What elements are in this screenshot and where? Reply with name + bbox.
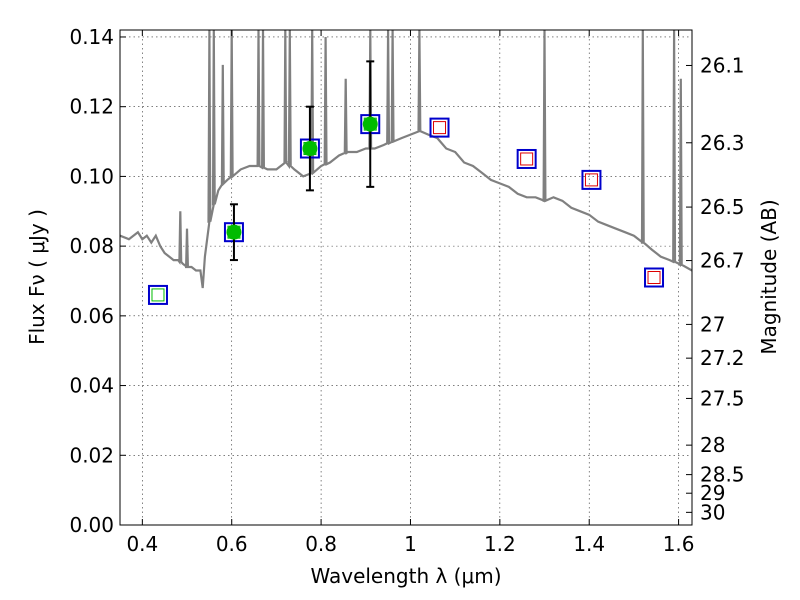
y-tick-label: 0.00	[69, 513, 114, 537]
mag-tick-label: 28.5	[700, 463, 745, 487]
x-tick-label: 1	[404, 532, 417, 556]
y-tick-label: 0.06	[69, 304, 114, 328]
model-box-outer	[644, 267, 665, 288]
mag-tick-label: 27.5	[700, 386, 745, 410]
x-tick-label: 1.6	[663, 532, 695, 556]
axis-ticks: 0.4 0.6 0.8 1 1.2 1.4 1.6 0.00 0.02 0.04 0.06 0.08 0…	[69, 25, 744, 556]
model-box-inner	[584, 173, 598, 187]
model-box-outer	[147, 284, 168, 305]
grid-lines	[120, 30, 692, 526]
x-axis-label: Wavelength λ (μm)	[310, 564, 501, 588]
model-box-inner	[433, 121, 447, 135]
x-tick-label: 1.2	[484, 532, 516, 556]
y-axis-label-right: Magnitude (AB)	[757, 199, 781, 354]
model-box-outer	[581, 169, 602, 190]
x-tick-label: 1.4	[573, 532, 605, 556]
y-tick-label: 0.12	[69, 95, 114, 119]
x-tick-label: 0.6	[216, 532, 248, 556]
spectrum-line	[120, 30, 692, 289]
y-axis-label: Flux Fν ( μJy )	[25, 209, 49, 345]
mag-tick-label: 26.1	[700, 53, 745, 77]
plot-frame	[119, 29, 693, 526]
mag-tick-label: 29	[700, 481, 725, 505]
mag-tick-label: 26.5	[700, 195, 745, 219]
y-tick-label: 0.14	[69, 25, 114, 49]
model-box-inner	[647, 271, 661, 284]
observed-point	[362, 116, 378, 132]
mag-tick-label: 26.3	[700, 131, 745, 155]
y-tick-label: 0.02	[69, 443, 114, 467]
mag-tick-label: 30	[700, 500, 725, 524]
mag-tick-label: 28	[700, 433, 725, 457]
observed-point	[226, 224, 242, 240]
mag-tick-label: 27	[700, 312, 725, 336]
mag-tick-label: 27.2	[700, 346, 745, 370]
y-tick-label: 0.10	[69, 164, 114, 188]
model-box-inner	[520, 152, 534, 166]
series-layer	[120, 30, 692, 305]
y-tick-label: 0.04	[69, 374, 114, 398]
model-box-inner	[151, 288, 165, 302]
observed-point	[302, 141, 318, 157]
model-box-outer	[429, 117, 450, 138]
y-tick-label: 0.08	[69, 234, 114, 258]
x-tick-label: 0.4	[126, 532, 158, 556]
mag-tick-label: 26.7	[700, 249, 745, 273]
model-box-outer	[516, 148, 537, 169]
x-tick-label: 0.8	[305, 532, 337, 556]
